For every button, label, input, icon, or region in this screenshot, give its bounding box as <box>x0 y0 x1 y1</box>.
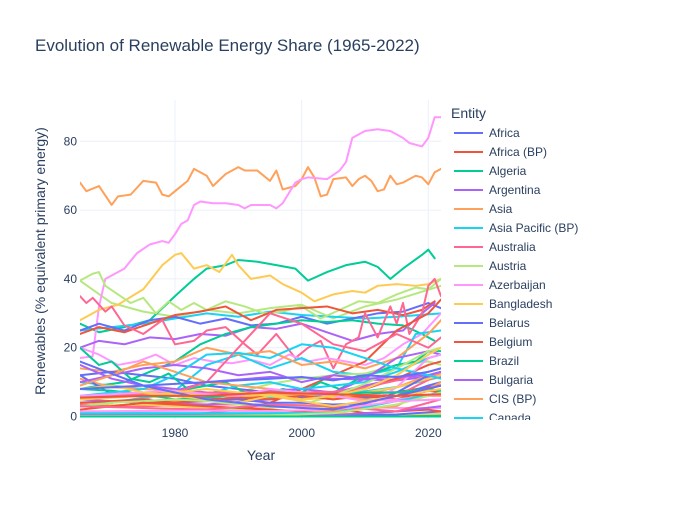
legend-label: Brazil <box>489 354 519 368</box>
legend-label: Austria <box>489 259 527 273</box>
y-tick-label: 80 <box>64 134 78 148</box>
y-tick-label: 20 <box>64 341 78 355</box>
legend-label: Azerbaijan <box>489 278 546 292</box>
x-tick-label: 2000 <box>288 426 315 440</box>
legend-label: Australia <box>489 240 536 254</box>
legend-label: CIS (BP) <box>489 392 536 406</box>
legend-title: Entity <box>451 105 486 121</box>
y-tick-label: 0 <box>70 410 77 424</box>
legend-label: Asia Pacific (BP) <box>489 221 578 235</box>
legend-label: Asia <box>489 202 513 216</box>
legend-label: Africa <box>489 126 520 140</box>
chart-title: Evolution of Renewable Energy Share (196… <box>35 36 420 55</box>
legend-label: Africa (BP) <box>489 145 547 159</box>
x-axis-label: Year <box>247 447 276 463</box>
y-axis-label: Renewables (% equivalent primary energy) <box>32 127 48 395</box>
legend-label: Argentina <box>489 183 541 197</box>
y-tick-label: 60 <box>64 203 78 217</box>
legend-label: Algeria <box>489 164 527 178</box>
legend-label: Belarus <box>489 316 530 330</box>
y-tick-label: 40 <box>64 272 78 286</box>
legend-label: Bulgaria <box>489 373 533 387</box>
x-tick-label: 2020 <box>415 426 442 440</box>
legend-label: Belgium <box>489 335 532 349</box>
x-tick-label: 1980 <box>162 426 189 440</box>
legend-label: Bangladesh <box>489 297 552 311</box>
